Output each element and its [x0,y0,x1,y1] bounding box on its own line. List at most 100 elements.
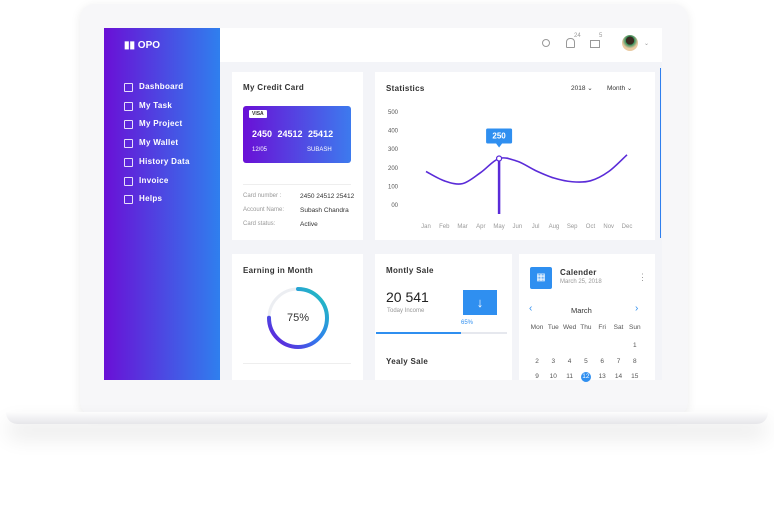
callout-label: 250 [492,132,506,141]
menu-icon[interactable] [124,195,133,205]
menu-item[interactable]: Invoice [139,175,169,185]
year[interactable]: 2018 [571,85,586,92]
y-tick-label: 00 [391,203,398,209]
callout-tip [496,143,503,148]
detail-label: Account Name: [243,207,285,213]
menu-item[interactable]: My Task [139,100,173,110]
x-tick-label: Feb [439,224,450,230]
bell-icon[interactable] [566,38,575,48]
period[interactable]: Month [607,85,626,92]
x-tick-label: Jul [532,224,540,230]
day[interactable]: 14 [614,373,623,380]
divider [243,363,351,364]
logo-text: OPO [137,40,161,51]
earning-panel [232,254,363,380]
y-tick-label: 500 [388,110,399,116]
day[interactable]: 2 [535,357,539,365]
panel-title: Statistics [386,84,425,93]
day[interactable]: 8 [632,357,637,365]
laptop-base [6,412,768,424]
scrollbar [660,68,661,238]
day-selected[interactable]: 12 [580,372,591,382]
menu-item[interactable]: Helps [139,194,163,204]
notification-count: 24 [574,33,581,39]
x-tick-label: Aug [549,224,560,230]
detail-value: 2450 24512 25412 [300,193,355,200]
menu-icon[interactable] [124,176,133,186]
prev-month[interactable]: ‹ [529,303,533,314]
y-tick-label: 400 [388,129,399,135]
card-holder: SUBASH [307,147,332,153]
menu-icon[interactable] [124,157,133,167]
day[interactable]: 10 [549,373,557,380]
panel-title: Montly Sale [386,266,434,275]
calendar-icon: ▦ [530,267,552,289]
sale-amount: 20 541 [386,289,429,305]
statistics-chart: 500 400 300 200 100 00 Jan Feb Mar Apr May Jun Jul Au… [388,110,632,230]
next-month[interactable]: › [635,303,639,314]
menu-item[interactable]: History Data [139,156,190,166]
weekday: Fri [598,324,606,331]
day[interactable]: 11 [566,373,573,380]
callout [486,128,513,144]
weekday: Wed [562,324,577,331]
progress-fill [376,332,462,334]
search-icon[interactable] [542,39,550,47]
day[interactable]: 3 [551,357,556,365]
menu-item[interactable]: Dashboard [139,82,184,91]
detail-label: Card number : [243,193,282,199]
day[interactable]: 7 [616,357,621,365]
calendar-title: Calender [560,268,597,277]
panel-title: Earning in Month [243,266,314,275]
y-tick-label: 300 [388,147,399,153]
detail-label: Card status: [243,221,276,227]
x-tick-label: Apr [476,224,485,230]
day[interactable]: 13 [598,373,606,380]
card-number: 2450 24512 25412 [252,129,334,139]
donut-arc [267,287,329,349]
menu-icon[interactable] [124,120,133,130]
menu-icon[interactable] [124,101,133,111]
menu-icon[interactable] [124,83,133,92]
menu-item[interactable]: My Wallet [139,138,179,148]
highlight-point [495,155,503,162]
period-select[interactable]: Month ⌄ [607,85,633,92]
menu-icon[interactable] [124,139,133,149]
topbar [220,28,662,62]
statistics-panel [375,72,655,240]
calendar-date: March 25, 2018 [560,279,602,285]
weekday: Thu [580,324,592,331]
y-tick-label: 200 [388,166,399,172]
day[interactable]: 15 [631,373,639,380]
menu-dots[interactable]: ⋮ [638,272,647,282]
avatar-caret[interactable]: ⌄ [644,41,650,47]
x-tick-label: Mar [457,224,467,230]
day[interactable]: 9 [535,373,539,380]
weekday: Mon [530,324,544,331]
detail-value: Subash Chandra [300,207,349,214]
year-select[interactable]: 2018 ⌄ [571,85,593,92]
x-tick-label: Oct [586,224,596,230]
weekday: Tue [547,324,559,331]
menu-item[interactable]: My Project [139,119,183,129]
day[interactable]: 5 [584,357,588,365]
progress-label: 65% [461,320,474,326]
calendar-month: March [571,306,592,315]
sale-caption: Today Income [387,308,425,314]
monthly-sale-panel [375,254,512,380]
sidebar [104,28,220,380]
card-brand: VISA [249,110,267,118]
mail-icon[interactable] [590,40,600,48]
day[interactable]: 6 [600,357,604,365]
x-tick-label: Jan [421,224,431,230]
down-button[interactable]: ↓ [463,290,497,315]
logo: ▮▮ OPO [124,40,161,51]
day[interactable]: 4 [567,357,572,365]
message-count: 5 [599,33,603,39]
x-tick-label: May [493,224,504,230]
avatar[interactable] [622,35,638,51]
detail-value: Active [300,221,318,228]
day[interactable]: 1 [632,342,637,349]
weekday: Sat [613,324,624,331]
